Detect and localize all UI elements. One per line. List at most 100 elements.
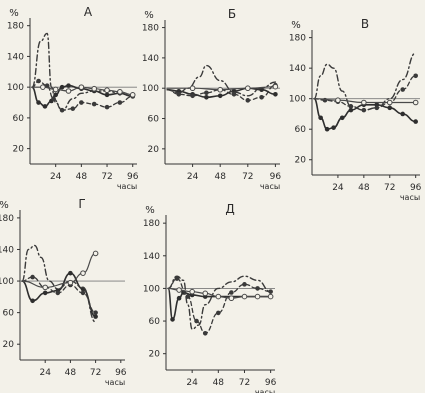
data-point	[242, 282, 247, 287]
data-point	[170, 317, 175, 322]
x-axis-label: часы	[105, 378, 125, 387]
y-tick-label: 20	[148, 145, 160, 155]
x-tick-label: 48	[358, 183, 370, 193]
data-point	[386, 99, 393, 106]
y-tick-label: 140	[289, 64, 306, 74]
data-point	[174, 276, 180, 281]
data-point	[374, 105, 380, 111]
y-tick-label: 100	[289, 95, 306, 105]
data-point	[204, 90, 209, 96]
data-point	[267, 293, 274, 300]
y-tick-label: 60	[3, 309, 15, 319]
y-tick-label: 100	[142, 84, 159, 94]
x-axis-label: часы	[117, 182, 137, 191]
x-tick-label: 48	[65, 368, 77, 378]
data-point	[129, 92, 136, 98]
data-point	[91, 101, 97, 107]
x-tick-label: 96	[127, 172, 139, 182]
y-tick-label: 140	[143, 252, 160, 262]
data-point	[67, 279, 74, 286]
data-point	[30, 274, 35, 280]
y-tick-label: 180	[289, 34, 306, 44]
y-tick-label: 20	[13, 145, 25, 155]
y-axis-label: %	[291, 20, 301, 31]
data-point	[55, 290, 61, 296]
x-axis-label: часы	[255, 388, 275, 393]
data-point	[231, 91, 237, 97]
data-point	[91, 85, 97, 92]
y-tick-label: 60	[13, 114, 25, 124]
data-point	[117, 88, 123, 95]
data-point	[413, 119, 418, 124]
x-tick-label: 24	[39, 368, 51, 378]
data-point	[176, 295, 182, 301]
data-point	[92, 250, 99, 257]
x-tick-label: 96	[115, 368, 127, 378]
panel-title: Д	[225, 202, 234, 216]
x-tick-label: 72	[101, 172, 112, 182]
data-point	[412, 99, 419, 106]
panel-title: А	[84, 5, 93, 19]
data-point	[245, 85, 251, 92]
y-tick-label: 140	[142, 54, 159, 64]
x-tick-label: 24	[50, 172, 62, 182]
data-point	[241, 293, 248, 300]
data-point	[348, 104, 354, 109]
data-point	[254, 293, 261, 300]
data-point	[348, 107, 354, 113]
x-tick-label: 96	[265, 378, 277, 388]
y-tick-label: 20	[3, 340, 15, 350]
y-tick-label: 140	[0, 245, 14, 255]
data-point	[176, 287, 182, 293]
chart-panel: 20 60 100 140 180 24 48 72 96 А% часы	[7, 5, 139, 191]
data-point	[42, 104, 48, 109]
data-point	[259, 95, 264, 100]
data-point	[400, 111, 406, 117]
x-tick-label: 48	[213, 378, 225, 388]
data-point	[189, 85, 196, 92]
series-line	[166, 84, 277, 101]
data-point	[185, 294, 191, 299]
y-tick-label: 60	[295, 125, 307, 135]
y-axis-label: %	[0, 200, 9, 211]
data-point	[272, 83, 279, 90]
y-axis-label: %	[9, 8, 19, 19]
y-tick-label: 100	[143, 284, 160, 294]
chart-panel: 20 60 100 140 180 24 48 72 96 В% часы	[289, 17, 422, 202]
y-axis-label: %	[144, 10, 154, 21]
chart-panel: 20 60 100 140 180 24 48 72 96 Д% часы	[143, 202, 277, 393]
data-point	[70, 106, 76, 111]
data-point	[255, 286, 260, 291]
y-tick-label: 180	[0, 214, 14, 224]
data-point	[104, 104, 110, 110]
y-tick-label: 20	[149, 350, 161, 360]
data-point	[59, 84, 65, 90]
panel-title: Б	[228, 7, 236, 21]
x-tick-label: 96	[270, 172, 282, 182]
data-point	[30, 298, 35, 304]
data-point	[189, 288, 195, 295]
data-point	[339, 115, 345, 121]
data-point	[194, 318, 199, 324]
x-tick-label: 24	[187, 172, 199, 182]
data-point	[117, 100, 123, 105]
data-point	[176, 91, 182, 97]
y-tick-label: 60	[149, 317, 161, 327]
data-point	[65, 88, 72, 94]
data-point	[80, 270, 86, 276]
data-point	[229, 290, 234, 295]
data-point	[79, 100, 84, 105]
data-point	[361, 99, 367, 106]
y-tick-label: 180	[7, 22, 24, 32]
data-point	[413, 73, 418, 79]
y-tick-label: 60	[148, 115, 160, 125]
data-point	[78, 84, 85, 90]
x-tick-label: 48	[214, 172, 226, 182]
data-point	[204, 95, 209, 100]
data-point	[93, 310, 98, 315]
y-tick-label: 180	[142, 24, 159, 34]
data-point	[93, 314, 98, 319]
data-point	[318, 115, 323, 121]
x-tick-label: 24	[332, 183, 344, 193]
